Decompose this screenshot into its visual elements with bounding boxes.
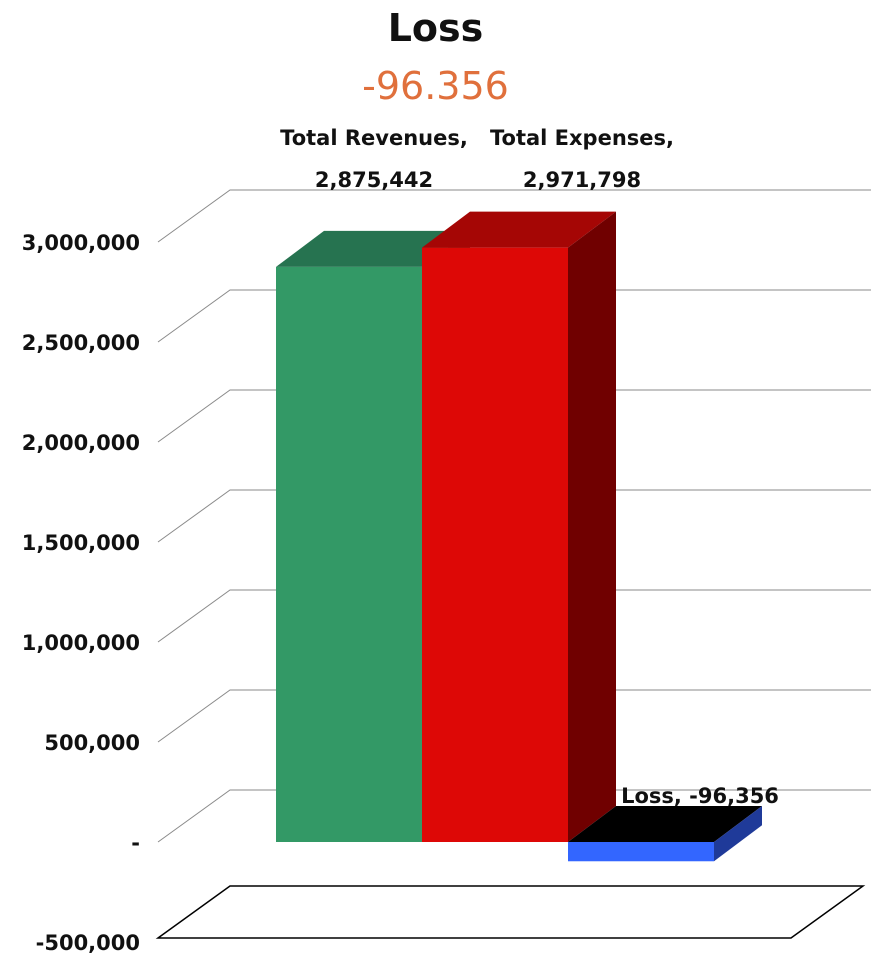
bar-top-face bbox=[276, 230, 470, 267]
data-label: 2,971,798 bbox=[523, 168, 641, 192]
gridline bbox=[157, 589, 871, 643]
chart-title: Loss bbox=[387, 6, 484, 50]
y-tick-label: 2,500,000 bbox=[22, 331, 140, 355]
data-label: Total Expenses, bbox=[490, 126, 674, 150]
floor bbox=[155, 885, 866, 939]
data-label: Total Revenues, bbox=[280, 126, 468, 150]
y-tick-label: 1,500,000 bbox=[22, 531, 140, 555]
data-label: 2,875,442 bbox=[315, 168, 433, 192]
y-axis-ticks: 3,000,000 2,500,000 2,000,000 1,500,000 1,00… bbox=[22, 231, 140, 955]
bar-front-face bbox=[276, 266, 422, 842]
gridlines bbox=[157, 189, 871, 843]
gridline bbox=[157, 389, 871, 443]
y-tick-label: 500,000 bbox=[44, 731, 140, 755]
gridline bbox=[157, 289, 871, 343]
y-tick-label: - bbox=[131, 831, 140, 855]
chart-floor bbox=[155, 885, 866, 939]
data-labels: Total Revenues, 2,875,442 Total Expenses, 2… bbox=[280, 126, 779, 808]
y-tick-label: 3,000,000 bbox=[22, 231, 140, 255]
bar-side-face bbox=[714, 806, 762, 862]
bar-loss bbox=[568, 806, 762, 862]
gridline bbox=[157, 489, 871, 543]
gridline bbox=[157, 789, 871, 843]
bar-front-face bbox=[422, 247, 568, 843]
y-tick-label: 1,000,000 bbox=[22, 631, 140, 655]
y-tick-label: 2,000,000 bbox=[22, 431, 140, 455]
bar-top-face bbox=[422, 211, 616, 248]
y-tick-label: -500,000 bbox=[36, 931, 140, 955]
data-label: Loss, -96,356 bbox=[621, 784, 779, 808]
bar-total-expenses bbox=[422, 211, 616, 843]
gridline bbox=[157, 689, 871, 743]
bar-top-face bbox=[568, 806, 762, 842]
bars bbox=[276, 211, 762, 862]
gridline bbox=[157, 189, 871, 243]
chart-subtitle: -96.356 bbox=[362, 64, 509, 108]
bar-front-face bbox=[568, 842, 714, 862]
bar-side-face bbox=[568, 211, 616, 843]
